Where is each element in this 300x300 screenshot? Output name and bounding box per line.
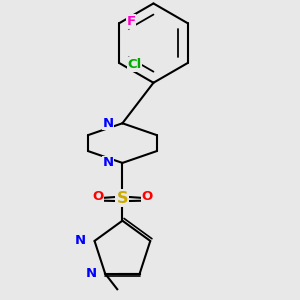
Text: O: O bbox=[142, 190, 153, 203]
Text: F: F bbox=[127, 15, 136, 28]
Text: O: O bbox=[92, 190, 103, 203]
Text: N: N bbox=[75, 234, 86, 248]
Text: Cl: Cl bbox=[128, 58, 142, 71]
Text: N: N bbox=[103, 117, 114, 130]
Text: S: S bbox=[117, 191, 128, 206]
Text: N: N bbox=[85, 267, 97, 280]
Text: N: N bbox=[103, 156, 114, 170]
